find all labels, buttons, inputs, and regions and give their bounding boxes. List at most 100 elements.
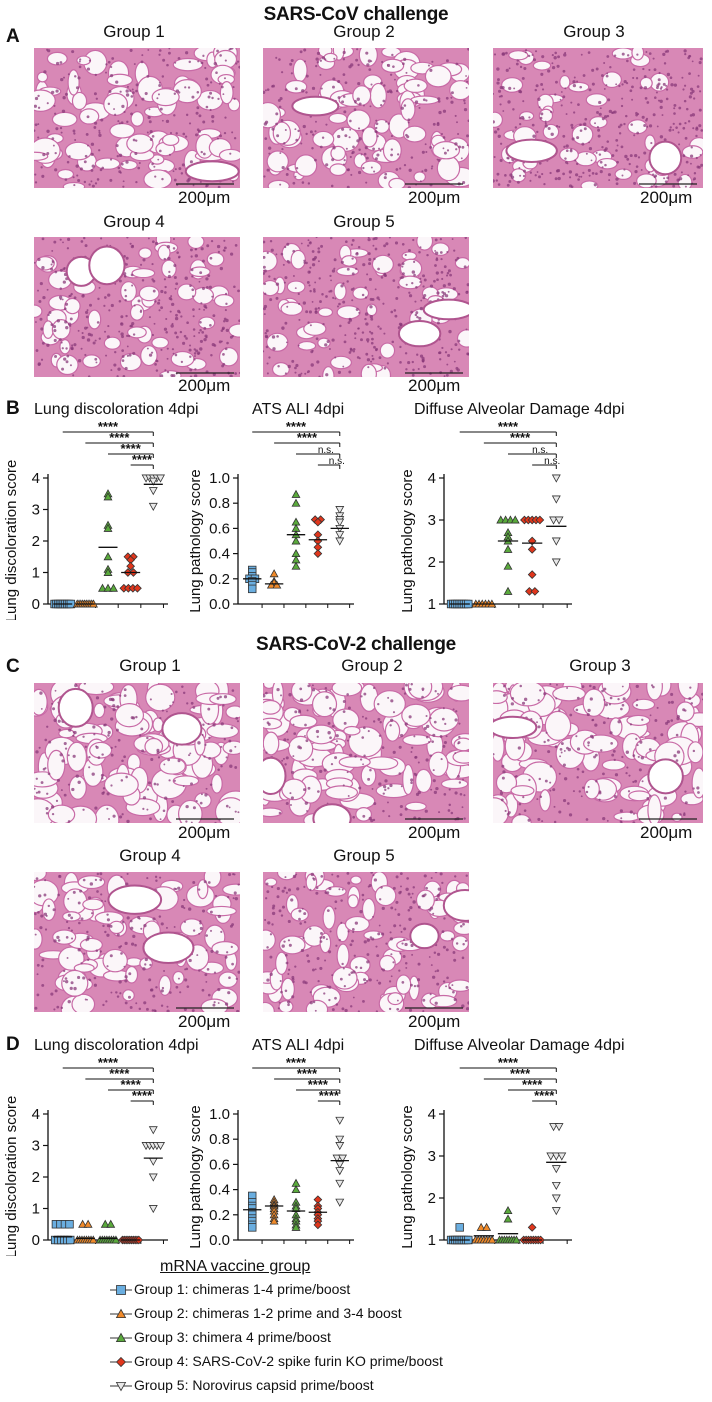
y-tick-label: 0.2 xyxy=(209,1207,230,1224)
data-point-group3 xyxy=(510,515,520,524)
data-point-group3 xyxy=(503,1205,513,1215)
significance-label: **** xyxy=(109,1066,130,1081)
data-point-group4 xyxy=(133,583,142,593)
data-point-group5 xyxy=(551,558,561,567)
y-tick-label: 2 xyxy=(428,554,436,571)
y-axis-label: Lung discoloration score xyxy=(3,1096,20,1256)
data-point-group2 xyxy=(88,1235,98,1244)
data-point-group1 xyxy=(66,1235,75,1245)
legend-item-group3: Group 3: chimera 4 prime/boost xyxy=(134,1329,331,1345)
title-sars-cov-2: SARS-CoV-2 challenge xyxy=(256,634,456,655)
data-point-group3 xyxy=(503,1214,513,1223)
y-axis-label: Lung pathology score xyxy=(399,1105,416,1248)
data-point-group3 xyxy=(503,544,513,553)
tissue-image xyxy=(34,872,240,1012)
a-group3-micrograph xyxy=(493,48,703,188)
y-tick-label: 2 xyxy=(32,533,40,550)
y-tick-label: 1 xyxy=(32,565,40,582)
c-group5-micrograph xyxy=(263,872,469,1012)
significance-label: **** xyxy=(286,1055,307,1070)
chart-d-diffuse-alveolar-damage: Diffuse Alveolar Damage 4dpi Lung patholo… xyxy=(399,1037,625,1249)
a-group1-label: Group 1 xyxy=(103,22,165,41)
chart-b-lung-discoloration: Lung discoloration 4dpi Lung discoloratio… xyxy=(3,401,199,620)
data-point-group5 xyxy=(554,516,564,525)
a-group1-micrograph xyxy=(34,48,240,188)
significance-label: **** xyxy=(121,441,142,456)
data-point-group5 xyxy=(551,1152,561,1161)
c-group2-scale: 200μm xyxy=(408,823,461,842)
legend-item-group1: Group 1: chimeras 1-4 prime/boost xyxy=(134,1281,351,1297)
data-point-group2 xyxy=(272,580,282,589)
data-point-group5 xyxy=(551,495,561,504)
significance-label: **** xyxy=(297,430,318,445)
data-point-group5 xyxy=(148,1157,158,1166)
tissue-image xyxy=(34,48,240,188)
data-point-group2 xyxy=(476,1222,486,1231)
data-point-group5 xyxy=(332,1154,342,1163)
data-point-group4 xyxy=(313,549,323,558)
significance-label: **** xyxy=(498,419,519,434)
significance-label: **** xyxy=(308,1077,329,1092)
y-tick-label: 1 xyxy=(428,596,436,613)
significance-label: **** xyxy=(98,419,119,434)
a-group2-label: Group 2 xyxy=(333,22,395,41)
data-point-group5 xyxy=(156,1142,166,1151)
y-tick-label: 0.0 xyxy=(209,1232,230,1249)
y-tick-label: 0.6 xyxy=(209,520,230,537)
data-point-group5 xyxy=(551,1181,561,1191)
a-group5-label: Group 5 xyxy=(333,212,395,231)
significance-label: n.s. xyxy=(544,456,560,467)
data-point-group5 xyxy=(335,1142,345,1151)
y-tick-label: 2 xyxy=(32,1169,40,1186)
data-point-group5 xyxy=(335,531,345,540)
data-point-group5 xyxy=(551,1165,561,1174)
significance-label: n.s. xyxy=(318,445,334,456)
tissue-image xyxy=(263,237,469,377)
data-point-group4 xyxy=(313,517,323,527)
data-point-group5 xyxy=(148,487,158,496)
chart-title: Diffuse Alveolar Damage 4dpi xyxy=(414,1037,625,1054)
data-point-group3 xyxy=(511,1235,521,1244)
y-tick-label: 1 xyxy=(428,1232,436,1249)
data-point-group3 xyxy=(291,498,301,507)
y-tick-label: 0.2 xyxy=(209,571,230,588)
data-point-group5 xyxy=(546,1152,556,1161)
y-tick-label: 1.0 xyxy=(209,470,230,487)
y-tick-label: 4 xyxy=(428,470,436,487)
data-point-group4 xyxy=(535,515,545,525)
legend-item-group4: Group 4: SARS-CoV-2 spike furin KO prime… xyxy=(134,1353,443,1369)
legend-marker-group4 xyxy=(115,1356,127,1368)
data-point-group5 xyxy=(335,506,345,515)
data-point-group4 xyxy=(527,545,537,554)
y-tick-label: 3 xyxy=(428,1148,436,1165)
a-group3-scale: 200μm xyxy=(640,188,693,207)
c-group3-micrograph xyxy=(493,683,703,823)
legend-title: mRNA vaccine group xyxy=(160,1258,311,1275)
data-point-group3 xyxy=(503,586,513,595)
data-point-group5 xyxy=(335,1116,345,1125)
data-point-group3 xyxy=(103,523,113,532)
significance-label: **** xyxy=(286,419,307,434)
y-tick-label: 0 xyxy=(32,1232,40,1249)
data-point-group4 xyxy=(530,587,540,596)
y-tick-label: 4 xyxy=(428,1106,436,1123)
a-group4-micrograph xyxy=(34,237,240,377)
title-sars-cov: SARS-CoV challenge xyxy=(263,4,449,25)
significance-label: **** xyxy=(132,452,153,467)
tissue-image xyxy=(263,683,469,823)
tissue-image xyxy=(263,48,469,188)
y-axis-label: Lung pathology score xyxy=(399,469,416,612)
c-group4-label: Group 4 xyxy=(119,846,181,865)
data-point-group3 xyxy=(111,1235,121,1244)
legend-marker-group5 xyxy=(115,1382,127,1392)
legend-marker-group1 xyxy=(116,1285,126,1295)
significance-label: **** xyxy=(109,430,130,445)
y-tick-label: 0 xyxy=(32,596,40,613)
data-point-group5 xyxy=(551,1194,561,1203)
a-group2-micrograph xyxy=(263,48,469,188)
y-tick-label: 0.4 xyxy=(209,546,230,563)
data-point-group5 xyxy=(156,474,166,483)
panel-letter-c: C xyxy=(6,656,20,677)
data-point-group5 xyxy=(549,1123,559,1132)
y-axis-label: Lung pathology score xyxy=(190,469,204,612)
